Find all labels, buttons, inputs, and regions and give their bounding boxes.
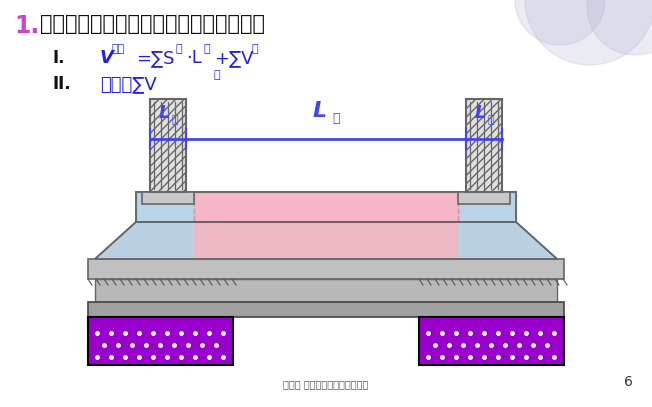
Text: 基: 基: [175, 44, 182, 54]
Text: 搭: 搭: [488, 115, 494, 125]
Bar: [88, 302, 564, 317]
Bar: [136, 192, 194, 222]
Bar: [150, 99, 186, 192]
Text: =∑S: =∑S: [136, 49, 175, 67]
Text: L: L: [158, 104, 170, 122]
Text: 搭: 搭: [213, 70, 220, 80]
Text: II.: II.: [52, 75, 70, 93]
Text: 第四章 工程量清单及工程量计算: 第四章 工程量清单及工程量计算: [284, 379, 368, 389]
Bar: [466, 99, 502, 192]
Bar: [95, 279, 557, 302]
Circle shape: [515, 0, 605, 45]
Polygon shape: [458, 222, 557, 259]
Circle shape: [525, 0, 652, 65]
Text: 如何求∑V: 如何求∑V: [100, 75, 156, 93]
Bar: [458, 192, 510, 204]
Text: L: L: [474, 104, 486, 122]
Bar: [458, 192, 516, 222]
Bar: [136, 192, 516, 222]
Text: 搭: 搭: [252, 44, 259, 54]
Text: 搭: 搭: [171, 115, 178, 125]
Bar: [88, 317, 233, 365]
Text: ·L: ·L: [186, 49, 201, 67]
Bar: [136, 192, 516, 222]
Polygon shape: [95, 222, 194, 259]
Polygon shape: [194, 222, 458, 259]
Text: +∑V: +∑V: [214, 49, 254, 67]
Text: V: V: [100, 49, 114, 67]
Polygon shape: [95, 222, 557, 259]
Text: L: L: [313, 101, 327, 121]
Circle shape: [587, 0, 652, 55]
Bar: [142, 192, 194, 204]
Text: I.: I.: [52, 49, 65, 67]
Text: 基: 基: [333, 112, 340, 125]
Bar: [88, 259, 564, 279]
Text: 基: 基: [203, 44, 210, 54]
Bar: [194, 192, 458, 222]
Text: 6: 6: [623, 375, 632, 389]
Text: 1.: 1.: [14, 14, 39, 38]
Text: 墙（柱）下钉欸砂条形基础（带形基础）: 墙（柱）下钉欸砂条形基础（带形基础）: [40, 14, 265, 34]
Text: 砼基: 砼基: [112, 44, 125, 54]
Bar: [419, 317, 564, 365]
